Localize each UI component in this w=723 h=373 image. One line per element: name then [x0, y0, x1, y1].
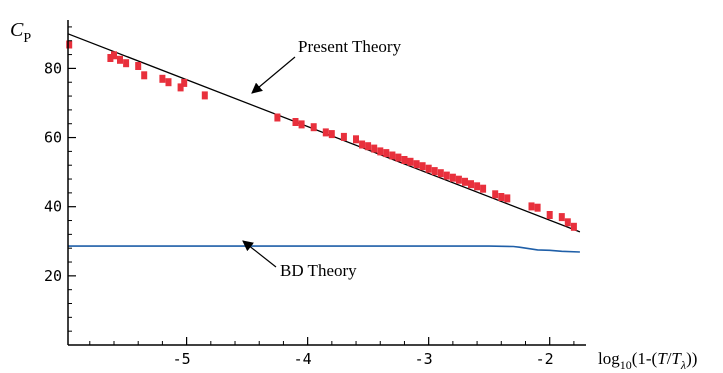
- data-point: [474, 182, 481, 191]
- data-point: [322, 128, 329, 137]
- data-point: [564, 218, 571, 227]
- y-tick-label: 80: [44, 59, 62, 77]
- data-point: [413, 160, 420, 169]
- data-point: [117, 55, 123, 64]
- x-tick-label: -3: [415, 350, 433, 368]
- data-point: [371, 144, 378, 153]
- data-point: [310, 123, 317, 132]
- data-point: [498, 193, 505, 201]
- x-axis-title-mid: (1-(: [632, 349, 658, 368]
- data-point: [492, 190, 499, 199]
- y-axis-title: CP: [10, 19, 31, 46]
- data-point: [534, 203, 541, 212]
- data-point: [201, 91, 208, 100]
- data-point: [353, 135, 359, 144]
- data-point: [298, 120, 305, 129]
- data-point: [504, 194, 511, 203]
- y-tick-label: 60: [44, 129, 62, 147]
- data-point: [365, 142, 372, 151]
- data-point: [181, 78, 188, 87]
- data-point: [328, 130, 335, 139]
- data-point: [340, 132, 347, 141]
- data-point: [468, 180, 474, 189]
- data-point: [123, 59, 130, 68]
- data-point: [292, 118, 299, 126]
- data-point: [419, 162, 426, 171]
- annotation-bd-theory-arrow: [242, 240, 277, 268]
- data-point: [383, 149, 390, 158]
- data-point: [135, 62, 142, 70]
- x-axis-title-t2: T: [671, 349, 682, 368]
- data-point: [111, 51, 117, 60]
- x-axis-title-t: T: [657, 349, 668, 368]
- data-point: [546, 211, 553, 219]
- x-tick-label: -2: [536, 350, 554, 368]
- data-point: [177, 83, 184, 92]
- data-point: [480, 184, 487, 193]
- y-tick-label: 20: [44, 267, 62, 285]
- data-point: [66, 40, 73, 49]
- data-point: [165, 78, 172, 87]
- data-point: [389, 151, 396, 160]
- data-point: [443, 171, 450, 180]
- x-axis-title: log10(1-(T/Tλ)): [598, 349, 697, 372]
- data-point: [395, 153, 402, 162]
- data-point: [455, 175, 462, 184]
- annotation-present-theory: Present Theory: [298, 37, 402, 56]
- data-point: [528, 202, 535, 211]
- data-point: [274, 113, 281, 122]
- data-point: [407, 157, 414, 166]
- data-point: [141, 71, 148, 80]
- data-point: [558, 213, 565, 222]
- x-axis-title-slash: /: [667, 349, 672, 368]
- data-point: [462, 177, 468, 186]
- data-point: [107, 54, 114, 62]
- data-point: [437, 169, 444, 178]
- data-point: [570, 222, 577, 231]
- data-point: [159, 74, 166, 83]
- data-point: [359, 140, 366, 149]
- x-axis-title-sub2: λ: [680, 358, 686, 372]
- annotation-present-theory-arrow: [251, 56, 296, 94]
- data-point: [431, 167, 438, 176]
- annotation-bd-theory: BD Theory: [280, 261, 357, 280]
- x-axis-title-sub1: 10: [620, 358, 632, 372]
- data-point: [377, 147, 384, 156]
- x-tick-label: -4: [294, 350, 312, 368]
- ticks-layer: -5 -4 -3 -2 20 40 60 80: [44, 26, 575, 368]
- bd-theory-line: [68, 245, 580, 253]
- x-axis-title-suffix: )): [686, 349, 697, 368]
- data-point: [449, 173, 456, 182]
- data-point: [401, 156, 408, 164]
- x-tick-label: -5: [173, 350, 191, 368]
- y-tick-label: 40: [44, 198, 62, 216]
- series-layer: [66, 33, 581, 253]
- y-axis-title-sub: P: [23, 31, 31, 46]
- x-axis-title-prefix: log: [598, 349, 620, 368]
- y-axis-title-main: C: [10, 19, 24, 41]
- data-point: [425, 164, 432, 173]
